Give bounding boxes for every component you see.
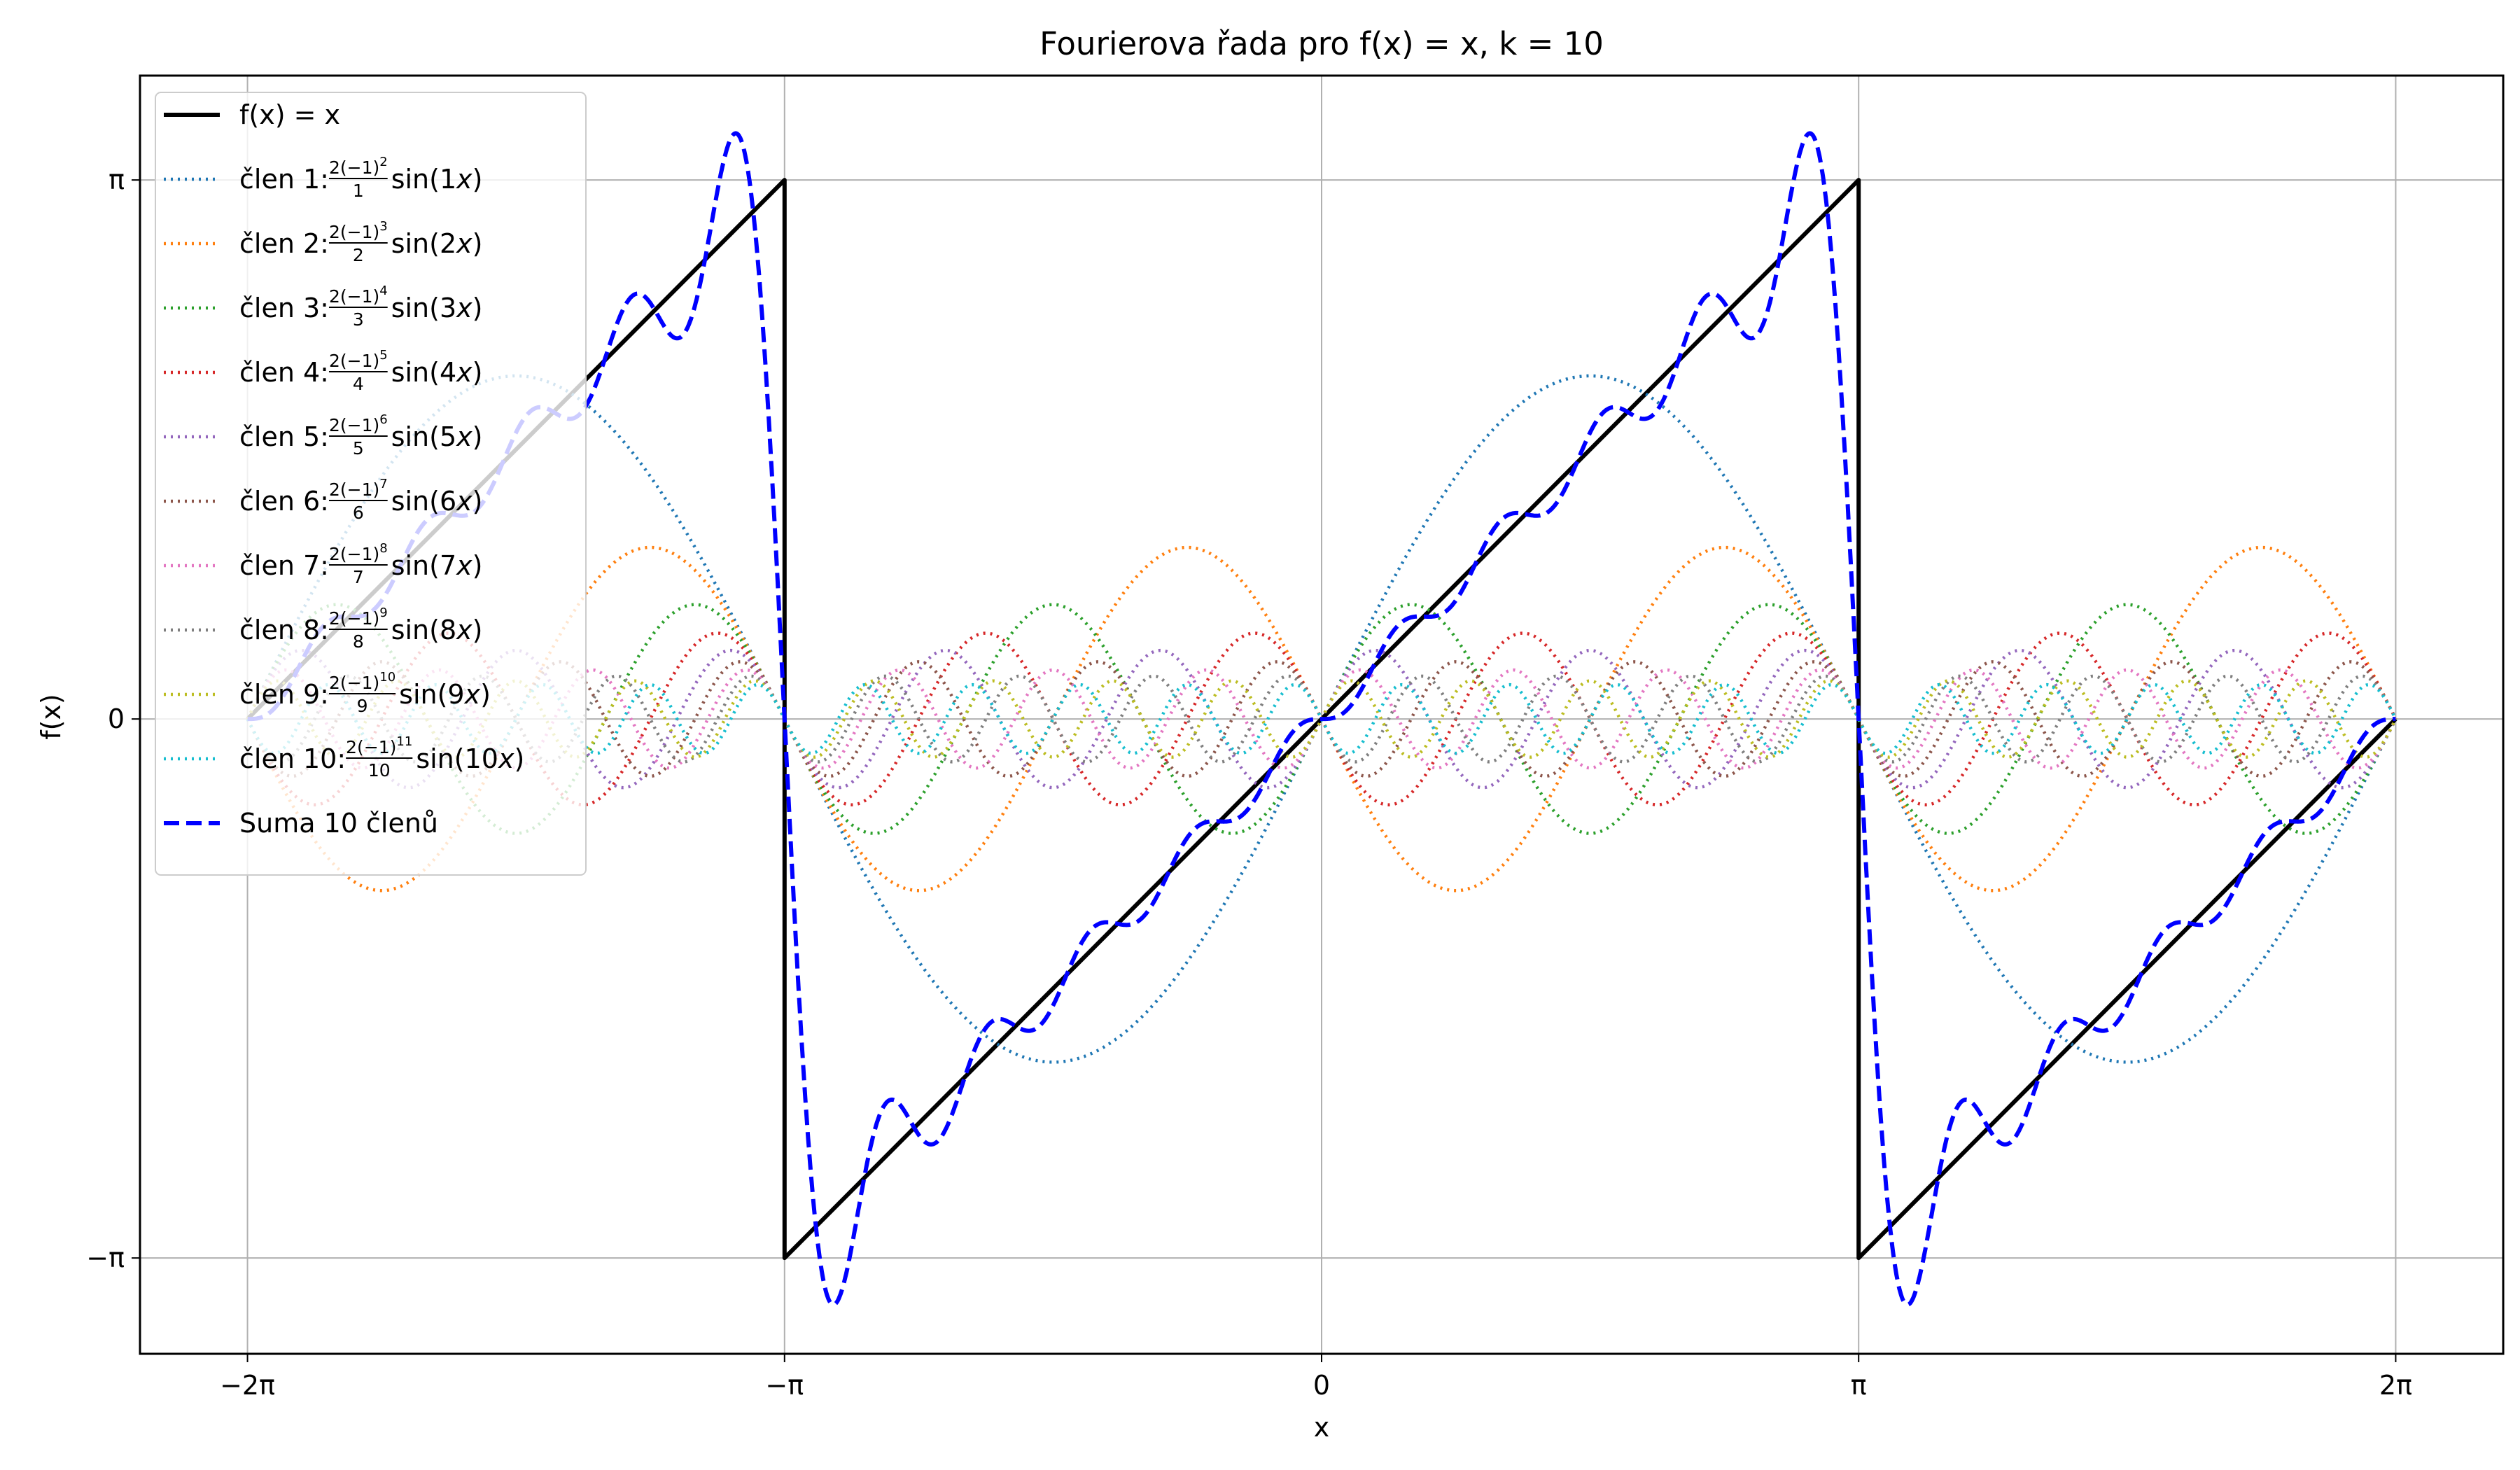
legend-label: člen 7: [239,550,329,581]
series-line-8 [246,674,2398,764]
legend-label: f(x) = x [239,99,340,130]
legend-formula-sine: sin(3x) [391,293,483,323]
legend-formula-denominator: 5 [353,438,364,458]
legend-label: člen 5: [239,421,329,452]
legend-label: člen 1: [239,164,329,195]
x-tick-label: π [1851,1370,1867,1401]
legend-label: člen 4: [239,357,329,388]
x-axis-label: x [1314,1412,1330,1443]
legend-formula-denominator: 8 [353,631,364,652]
legend-label: člen 3: [239,293,329,323]
legend-formula-numerator: 2(−1)6 [329,412,388,435]
legend-formula-sine: sin(6x) [391,486,483,517]
legend-formula-sine: sin(4x) [391,357,483,388]
legend-formula-sine: sin(1x) [391,164,483,195]
y-axis-label: f(x) [36,694,66,740]
legend-formula-numerator: 2(−1)7 [329,477,388,500]
legend-formula-numerator: 2(−1)5 [329,348,388,371]
legend-formula-numerator: 2(−1)2 [329,155,388,178]
y-tick-label: π [108,164,125,195]
legend-formula-numerator: 2(−1)8 [329,541,388,564]
legend-formula-denominator: 10 [368,760,391,780]
legend-formula-denominator: 9 [357,696,368,716]
series-lines [246,131,2398,1307]
x-tick-label: 2π [2379,1370,2412,1401]
series-line-11 [246,131,2398,1307]
legend-formula-sine: sin(2x) [391,228,483,259]
chart-title: Fourierova řada pro f(x) = x, k = 10 [1040,25,1604,62]
x-tick-label: −2π [220,1370,275,1401]
y-tick-label: 0 [108,704,125,734]
legend-formula-numerator: 2(−1)9 [329,606,388,629]
legend-formula-sine: sin(10x) [416,743,524,774]
legend-label: člen 2: [239,228,329,259]
legend-label: člen 6: [239,486,329,517]
legend-formula-denominator: 4 [353,374,364,394]
legend-formula-denominator: 7 [353,567,364,587]
legend-formula-sine: sin(5x) [391,421,483,452]
legend-formula-denominator: 1 [353,181,364,201]
legend-formula-numerator: 2(−1)10 [329,670,396,693]
legend-label: člen 9: [239,679,329,710]
legend: f(x) = x člen 1: 2(−1)2 1 sin(1x) člen 2: 2(… [155,92,587,876]
x-tick-label: −π [765,1370,804,1401]
legend-label: Suma 10 členů [239,808,438,839]
legend-formula-numerator: 2(−1)3 [329,219,388,242]
x-tick-label: 0 [1313,1370,1330,1401]
legend-box [155,92,587,876]
legend-formula-sine: sin(8x) [391,615,483,645]
legend-formula-sine: sin(9x) [399,679,491,710]
legend-formula-numerator: 2(−1)4 [329,284,388,307]
legend-formula-denominator: 3 [353,309,364,330]
y-tick-label: −π [86,1242,125,1273]
axis-ticks: −2π −π 0 π 2π −π 0 π [86,164,2412,1401]
series-line-7 [246,668,2398,770]
legend-formula-denominator: 6 [353,503,364,523]
legend-formula-numerator: 2(−1)11 [346,734,412,757]
legend-label: člen 10: [239,743,346,774]
legend-formula-denominator: 2 [353,245,364,265]
legend-label: člen 8: [239,615,329,645]
legend-formula-sine: sin(7x) [391,550,483,581]
